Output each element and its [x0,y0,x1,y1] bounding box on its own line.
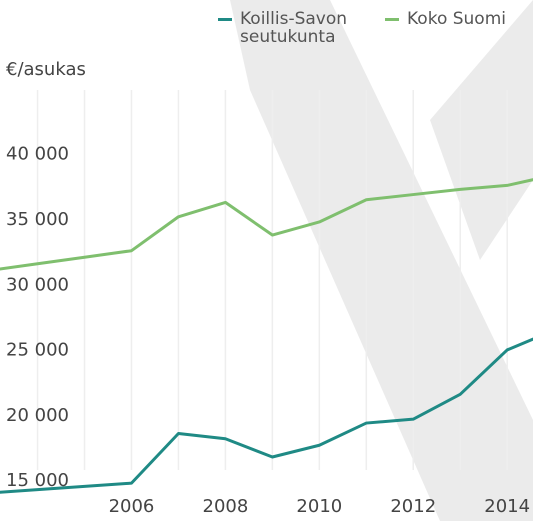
y-tick-label: 15 000 [6,470,69,491]
x-tick-label: 2006 [109,496,155,517]
x-tick-label: 2012 [390,496,436,517]
y-tick-label: 35 000 [6,209,69,230]
legend-item: Koko Suomi [385,10,533,28]
legend-label: Koillis-Savon seutukunta [240,10,348,46]
watermark [230,0,533,521]
chart: €/asukas 15 000 20 000 25 000 30 000 35 000 4… [0,0,533,521]
x-tick-label: 2014 [484,496,530,517]
legend-swatch [385,18,399,21]
y-tick-label: 30 000 [6,274,69,295]
y-axis-label: €/asukas [6,59,86,80]
legend-item: Koillis-Savon seutukunta [218,10,348,46]
x-tick-label: 2008 [203,496,249,517]
y-tick-label: 25 000 [6,340,69,361]
legend-label: Koko Suomi [407,10,506,28]
legend-swatch [218,18,232,21]
x-tick-label: 2010 [296,496,342,517]
y-tick-label: 20 000 [6,405,69,426]
y-tick-label: 40 000 [6,144,69,165]
page: {"chart_data": {"type": "line", "y_label… [0,0,533,521]
